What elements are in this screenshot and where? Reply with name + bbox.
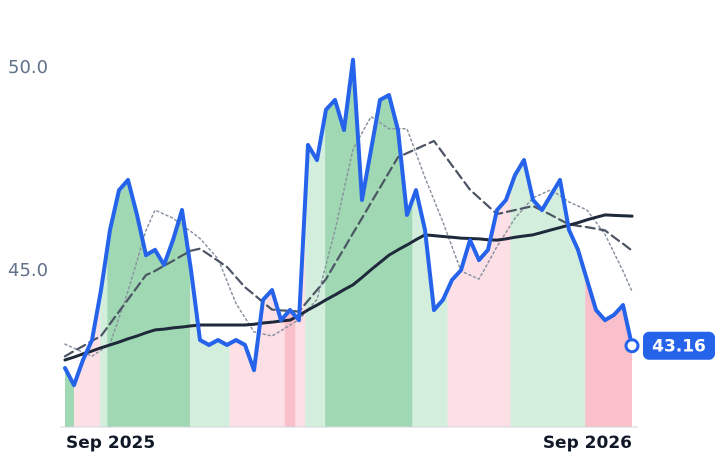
region: [305, 59, 326, 427]
series-line: [63, 57, 634, 388]
last-point: [624, 338, 640, 354]
region: [74, 59, 101, 427]
region: [100, 59, 108, 427]
lines: [63, 57, 634, 388]
region: [412, 59, 448, 427]
labels: 45.0 50.0 Sep 2025 Sep 2026 43.16: [8, 57, 715, 453]
series-line: [64, 115, 633, 358]
region: [65, 59, 74, 427]
last-value-label: 43.16: [652, 337, 706, 357]
y-tick-label: 45.0: [8, 260, 48, 281]
last-value-badge: [643, 331, 715, 360]
region: [107, 59, 191, 427]
region: [229, 59, 285, 427]
x-tick-label: Sep 2025: [66, 433, 155, 453]
series-line: [63, 213, 634, 362]
y-tick-label: 50.0: [8, 57, 48, 78]
region: [585, 59, 632, 427]
x-tick-label: Sep 2026: [543, 433, 632, 453]
region: [190, 59, 230, 427]
series-line: [63, 139, 634, 358]
region: [284, 59, 296, 427]
